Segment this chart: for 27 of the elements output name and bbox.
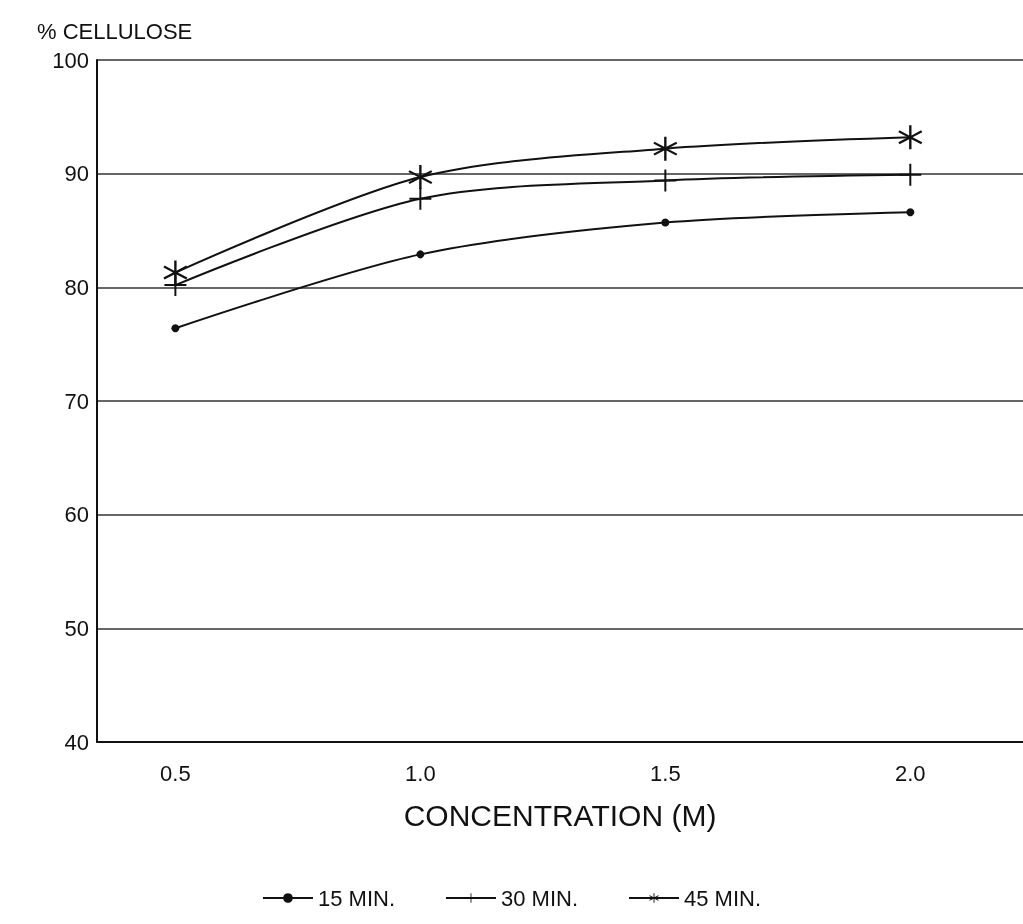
y-tick-label: 90 [64,161,89,187]
y-axis-title: % CELLULOSE [37,18,193,44]
y-tick-label: 40 [64,729,89,755]
point [661,218,670,227]
point [906,208,915,217]
legend-label: 15 MIN. [317,885,395,911]
y-tick-label: 80 [64,274,89,300]
y-tick-label: 60 [64,502,89,528]
x-axis-title: CONCENTRATION (M) [403,798,717,832]
x-tick-label: 2.0 [895,760,926,786]
point [408,165,433,190]
x-tick-label: 1.5 [650,760,681,786]
point [899,163,922,186]
point [171,324,180,333]
legend-label: 45 MIN. [684,885,762,911]
x-tick-label: 1.0 [405,760,436,786]
point [654,169,677,192]
point [163,260,188,285]
point [898,125,923,150]
y-tick-label: 100 [52,47,89,73]
y-tick-label: 70 [64,388,89,414]
point [653,136,678,161]
x-tick-label: 0.5 [160,760,191,786]
legend-label: 30 MIN. [500,885,579,911]
point [416,250,425,259]
point [409,187,432,210]
y-tick-label: 50 [64,615,89,641]
